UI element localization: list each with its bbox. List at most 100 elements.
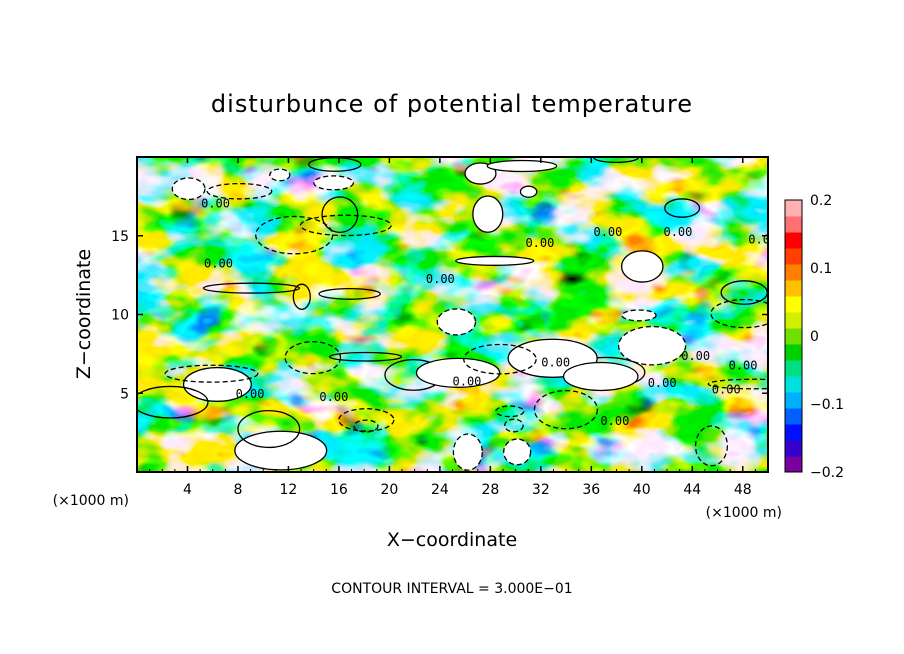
contour-line — [164, 364, 259, 383]
x-tick-label: 4 — [183, 482, 192, 498]
contour-label: 0.00 — [201, 196, 230, 210]
colorbar-swatch — [785, 328, 802, 345]
colorbar-tick-label: −0.1 — [810, 397, 844, 413]
contour-line — [707, 378, 768, 390]
chart-title: disturbunce of potential temperature — [211, 90, 693, 118]
colorbar-swatch — [785, 248, 802, 265]
y-tick-label: 5 — [120, 386, 129, 402]
contour-line — [353, 419, 379, 433]
colorbar-swatch — [785, 232, 802, 249]
contour-line — [269, 168, 291, 182]
colorbar-swatch — [785, 392, 802, 409]
contour-label: 0.00 — [525, 236, 554, 250]
colorbar — [784, 199, 803, 473]
contour-label: 0.00 — [426, 272, 455, 286]
contour-line — [415, 357, 501, 388]
contour-line — [137, 385, 209, 419]
contour-label: 0.00 — [593, 225, 622, 239]
x-tick-label: 8 — [233, 482, 242, 498]
colorbar-swatch — [785, 312, 802, 329]
contour-line — [620, 250, 664, 283]
heatmap-plot-area: 0.00 0.00 0.00 0.00 0.00 0.00 0.00 0.00 0.00 0.00… — [111, 156, 777, 498]
contour-line — [664, 198, 701, 218]
contour-line — [299, 214, 392, 237]
contour-label: 0.00 — [204, 256, 233, 270]
x-tick-label: 44 — [683, 482, 701, 498]
colorbar-swatch — [785, 360, 802, 377]
contour-label: 0.00 — [748, 233, 777, 247]
contour-label: 0.00 — [600, 414, 629, 428]
contour-line — [694, 425, 729, 467]
colorbar-tick-label: 0 — [810, 329, 819, 345]
x-tick-label: 36 — [582, 482, 600, 498]
contour-line — [495, 405, 525, 418]
y-axis-ticks: 5 10 15 — [111, 229, 768, 402]
contour-line — [338, 408, 395, 432]
y-tick-label: 15 — [111, 229, 129, 245]
contour-label: 0.00 — [236, 387, 265, 401]
contour-line — [617, 325, 687, 366]
contour-line — [318, 287, 381, 300]
contour-lines — [137, 157, 768, 471]
contour-label: 0.00 — [453, 374, 482, 388]
x-tick-label: 20 — [380, 482, 398, 498]
colorbar-swatch — [785, 424, 802, 441]
contour-line — [519, 185, 538, 198]
contour-line — [562, 361, 639, 392]
y-axis-label: Z−coordinate — [73, 249, 95, 379]
contour-label: 0.00 — [319, 390, 348, 404]
colorbar-swatch — [785, 376, 802, 393]
contour-line — [171, 177, 206, 201]
colorbar-swatch — [785, 456, 802, 473]
contour-line — [452, 433, 483, 471]
contour-labels: 0.00 0.00 0.00 0.00 0.00 0.00 0.00 0.00 0.00 0.00… — [201, 196, 777, 428]
colorbar-swatch — [785, 344, 802, 361]
colorbar-tick-label: 0.1 — [810, 261, 832, 277]
colorbar-swatch — [785, 280, 802, 297]
x-tick-label: 40 — [633, 482, 651, 498]
colorbar-tick-label: −0.2 — [810, 465, 844, 481]
contour-line — [292, 283, 311, 310]
contour-line — [463, 343, 537, 375]
contour-label: 0.00 — [729, 359, 758, 373]
x-tick-label: 48 — [734, 482, 752, 498]
colorbar-swatch — [785, 296, 802, 313]
contour-line — [436, 308, 477, 336]
contour-line — [455, 255, 535, 266]
contour-line — [503, 438, 532, 466]
contour-line — [237, 409, 301, 449]
contour-line — [321, 196, 359, 233]
contour-line — [284, 341, 342, 375]
contour-line — [533, 389, 599, 430]
contour-label: 0.00 — [663, 225, 692, 239]
contour-label: 0.00 — [648, 376, 677, 390]
colorbar-tick-label: 0.2 — [810, 193, 832, 209]
x-axis-ticks: 4 8 12 16 20 24 28 32 36 40 44 48 — [149, 157, 756, 498]
contour-line — [206, 182, 273, 200]
contour-line — [472, 195, 504, 233]
contour-line — [621, 309, 657, 322]
contour-label: 0.00 — [541, 355, 570, 369]
y-axis-unit: (×1000 m) — [53, 493, 129, 509]
y-tick-label: 10 — [111, 308, 129, 324]
contour-line — [328, 351, 403, 362]
colorbar-frame — [784, 199, 803, 473]
contour-label: 0.00 — [681, 349, 710, 363]
contour-label: 0.00 — [712, 382, 741, 396]
colorbar-swatch — [785, 216, 802, 233]
contour-line — [255, 215, 334, 255]
x-axis-label: X−coordinate — [387, 529, 517, 551]
x-tick-label: 28 — [481, 482, 499, 498]
contour-line — [710, 298, 768, 329]
contour-interval-note: CONTOUR INTERVAL = 3.000E−01 — [331, 581, 572, 597]
contour-line — [464, 162, 497, 185]
contour-line — [234, 430, 328, 471]
contour-line — [486, 159, 558, 173]
colorbar-swatch — [785, 408, 802, 425]
x-axis-unit: (×1000 m) — [706, 505, 782, 521]
x-tick-label: 12 — [280, 482, 298, 498]
x-tick-label: 32 — [532, 482, 550, 498]
colorbar-swatch — [785, 440, 802, 457]
colorbar-swatch — [785, 200, 802, 217]
